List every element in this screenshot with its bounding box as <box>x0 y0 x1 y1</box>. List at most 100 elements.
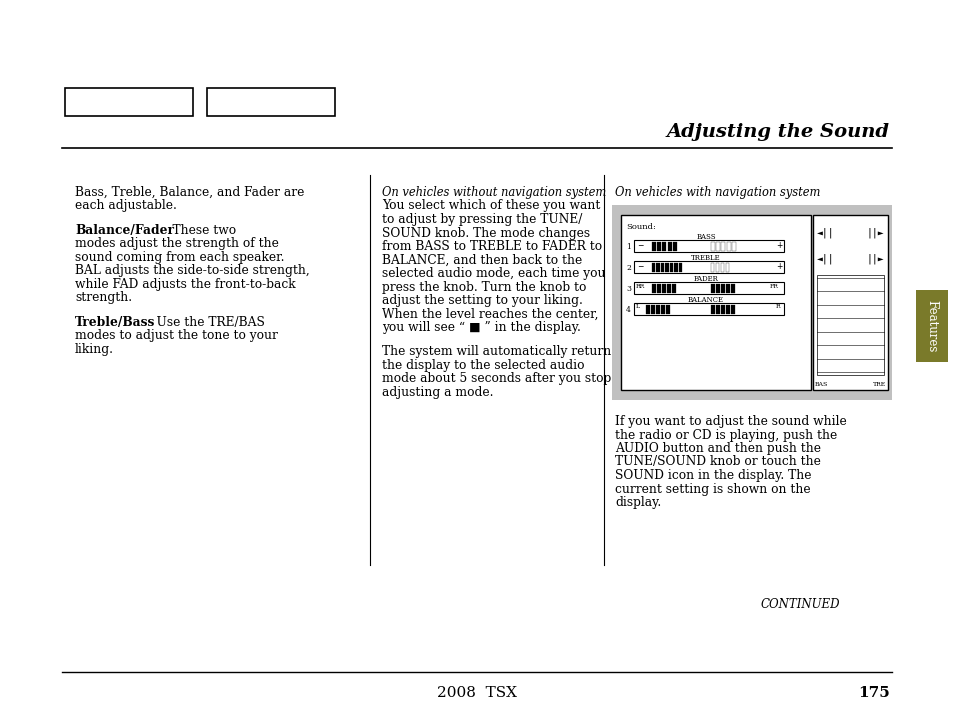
Text: BAS: BAS <box>814 382 827 387</box>
Text: BASS: BASS <box>696 233 715 241</box>
Bar <box>665 305 669 314</box>
Bar <box>661 283 665 293</box>
Bar <box>651 241 656 251</box>
Text: L: L <box>636 305 639 310</box>
Bar <box>672 241 676 251</box>
Bar <box>710 283 714 293</box>
Bar <box>726 241 730 251</box>
Text: from BASS to TREBLE to FADER to: from BASS to TREBLE to FADER to <box>381 240 601 253</box>
Text: AUDIO button and then push the: AUDIO button and then push the <box>615 442 821 455</box>
Text: while FAD adjusts the front-to-back: while FAD adjusts the front-to-back <box>75 278 295 291</box>
Bar <box>725 305 729 314</box>
Bar <box>634 282 783 294</box>
Bar <box>207 88 335 116</box>
Text: sound coming from each speaker.: sound coming from each speaker. <box>75 251 284 264</box>
Bar <box>667 241 671 251</box>
Text: ◄||: ◄|| <box>816 227 834 238</box>
Text: Sound:: Sound: <box>625 223 655 231</box>
Text: mode about 5 seconds after you stop: mode about 5 seconds after you stop <box>381 372 611 386</box>
Text: BALANCE, and then back to the: BALANCE, and then back to the <box>381 253 581 266</box>
Text: RR: RR <box>636 283 644 288</box>
Bar <box>634 261 783 273</box>
Bar <box>730 283 734 293</box>
Bar <box>657 241 660 251</box>
Text: ||►: ||► <box>865 227 883 238</box>
Bar <box>679 263 681 271</box>
Text: adjusting a mode.: adjusting a mode. <box>381 386 493 399</box>
Text: The system will automatically return: The system will automatically return <box>381 345 611 359</box>
Bar <box>612 205 891 400</box>
Bar <box>915 290 947 362</box>
Text: Adjusting the Sound: Adjusting the Sound <box>666 123 889 141</box>
Text: to adjust by pressing the TUNE/: to adjust by pressing the TUNE/ <box>381 213 581 226</box>
Bar <box>720 263 723 271</box>
Text: TUNE/SOUND knob or touch the: TUNE/SOUND knob or touch the <box>615 456 820 469</box>
Bar <box>656 305 659 314</box>
Bar <box>645 305 649 314</box>
Text: ||►: ||► <box>865 253 883 263</box>
Text: Use the TRE/BAS: Use the TRE/BAS <box>141 316 265 329</box>
Bar <box>634 240 783 252</box>
Bar <box>716 283 720 293</box>
Bar <box>725 263 729 271</box>
Text: SOUND knob. The mode changes: SOUND knob. The mode changes <box>381 226 590 239</box>
Bar <box>720 305 724 314</box>
Text: 3: 3 <box>625 285 630 293</box>
Text: When the level reaches the center,: When the level reaches the center, <box>381 307 598 320</box>
Bar <box>660 263 664 271</box>
Text: 4: 4 <box>625 306 630 314</box>
Text: strength.: strength. <box>75 291 132 305</box>
Text: the display to the selected audio: the display to the selected audio <box>381 359 584 372</box>
Bar <box>660 305 664 314</box>
Text: +: + <box>775 241 781 250</box>
Text: Features: Features <box>924 300 938 352</box>
Bar <box>671 283 676 293</box>
Text: +: + <box>775 262 781 271</box>
Bar <box>710 305 714 314</box>
Text: press the knob. Turn the knob to: press the knob. Turn the knob to <box>381 280 586 293</box>
Bar <box>710 241 714 251</box>
Text: the radio or CD is playing, push the: the radio or CD is playing, push the <box>615 429 837 442</box>
Bar <box>661 241 666 251</box>
Bar <box>716 263 719 271</box>
Text: you will see “ ■ ” in the display.: you will see “ ■ ” in the display. <box>381 321 580 334</box>
Bar <box>674 263 678 271</box>
Text: On vehicles without navigation system: On vehicles without navigation system <box>381 186 605 199</box>
Text: If you want to adjust the sound while: If you want to adjust the sound while <box>615 415 846 428</box>
Text: current setting is shown on the: current setting is shown on the <box>615 483 810 496</box>
Bar <box>656 263 659 271</box>
Text: liking.: liking. <box>75 343 113 356</box>
Text: FR: FR <box>769 283 778 288</box>
Text: BAL adjusts the side-to-side strength,: BAL adjusts the side-to-side strength, <box>75 264 310 278</box>
Bar <box>650 305 655 314</box>
Text: 175: 175 <box>858 686 889 700</box>
Bar <box>816 275 883 375</box>
Bar <box>716 241 720 251</box>
Text: R: R <box>775 305 780 310</box>
Bar <box>812 215 887 390</box>
Bar <box>665 263 668 271</box>
Bar <box>620 215 810 390</box>
Text: Balance/Fader: Balance/Fader <box>75 224 173 237</box>
Bar <box>651 263 655 271</box>
Text: modes adjust the strength of the: modes adjust the strength of the <box>75 237 278 251</box>
Text: modes to adjust the tone to your: modes to adjust the tone to your <box>75 329 277 342</box>
Text: 1: 1 <box>625 243 630 251</box>
Text: You select which of these you want: You select which of these you want <box>381 200 599 212</box>
Text: On vehicles with navigation system: On vehicles with navigation system <box>615 186 820 199</box>
Text: ◄||: ◄|| <box>816 253 834 263</box>
Bar <box>634 303 783 315</box>
Bar <box>657 283 660 293</box>
Bar <box>710 263 714 271</box>
Text: 2008  TSX: 2008 TSX <box>436 686 517 700</box>
Text: SOUND icon in the display. The: SOUND icon in the display. The <box>615 469 811 482</box>
Text: display.: display. <box>615 496 660 509</box>
Text: adjust the setting to your liking.: adjust the setting to your liking. <box>381 294 582 307</box>
Bar <box>725 283 729 293</box>
Bar <box>666 283 670 293</box>
Text: Treble/Bass: Treble/Bass <box>75 316 155 329</box>
Bar <box>731 241 735 251</box>
Text: selected audio mode, each time you: selected audio mode, each time you <box>381 267 605 280</box>
Bar <box>669 263 673 271</box>
Text: each adjustable.: each adjustable. <box>75 200 176 212</box>
